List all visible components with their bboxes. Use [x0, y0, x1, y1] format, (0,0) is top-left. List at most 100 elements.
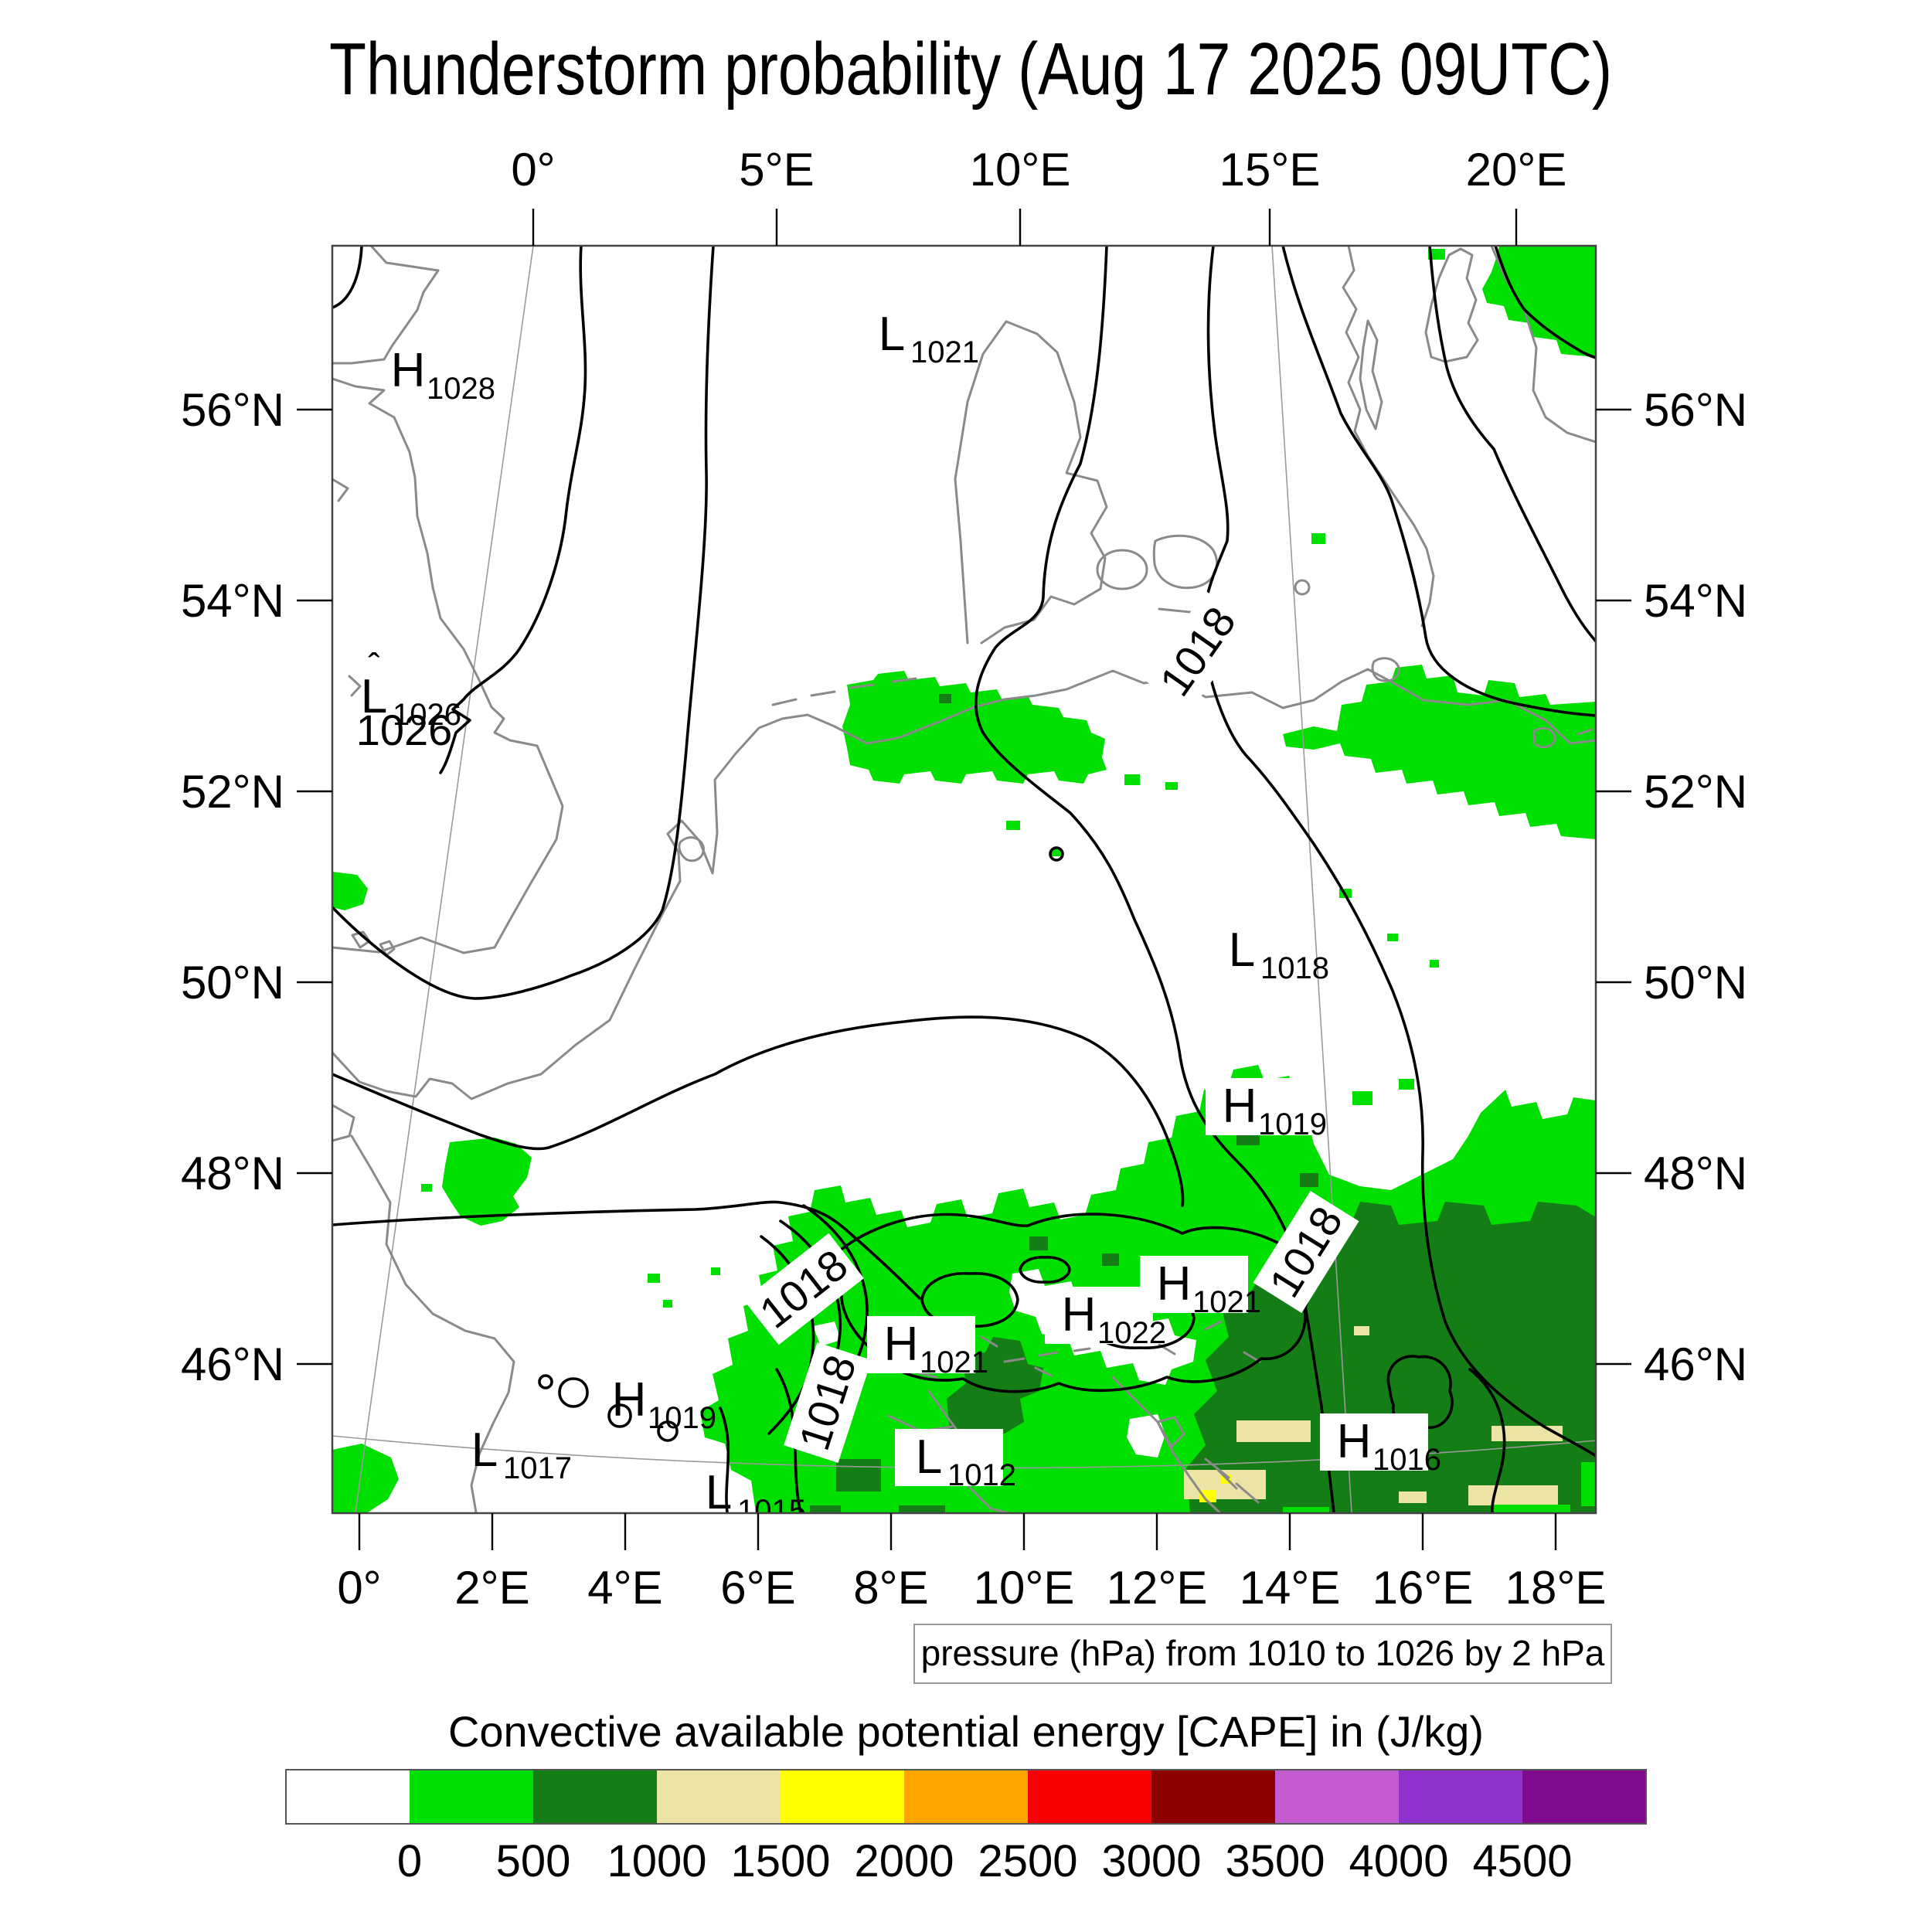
top-tick-label: 0° [511, 144, 555, 196]
colorbar-cell [1522, 1770, 1646, 1824]
colorbar-frame [285, 1769, 1647, 1825]
top-tick-label: 5°E [739, 144, 814, 196]
pressure-center-H1019: H 1019 [612, 1373, 716, 1435]
top-tick-label: 20°E [1466, 144, 1567, 196]
colorbar-cell [1275, 1770, 1399, 1824]
figure-title: Thunderstorm probability (Aug 17 2025 09… [329, 28, 1612, 111]
bottom-tick-label: 14°E [1240, 1562, 1341, 1614]
coastlines [332, 246, 1596, 1513]
pressure-value: 1021 [910, 335, 979, 369]
pressure-letter: L [706, 1466, 732, 1519]
isobar-label-1026: 1026 [356, 706, 453, 754]
bottom-tick-label: 2°E [454, 1562, 529, 1614]
right-tick-label: 56°N [1644, 384, 1747, 436]
bottom-tick-label: 12°E [1107, 1562, 1208, 1614]
pressure-value: 1017 [503, 1451, 572, 1485]
pressure-center-H1028: H 1028 [391, 344, 495, 406]
label-box [1140, 1256, 1248, 1313]
left-tick-label: 56°N [181, 384, 284, 436]
pressure-center-H1019: H 1019 [1206, 1078, 1327, 1141]
pressure-value: 1019 [1258, 1107, 1327, 1141]
bottom-tick-label: 18°E [1505, 1562, 1607, 1614]
pressure-value: 1021 [1192, 1285, 1261, 1319]
label-box [1143, 590, 1253, 713]
pressure-value: 1016 [1372, 1443, 1441, 1477]
label-box [1320, 1413, 1428, 1471]
label-box [784, 1342, 872, 1464]
axis-ticks: 0° 5°E 10°E 15°E 20°E 0° 2°E 4°E 6°E 8°E 10°E 12°E 1… [181, 144, 1747, 1614]
pressure-center-L1015: L 1015 [706, 1466, 806, 1528]
pressure-center-H1021: H 1021 [1140, 1256, 1261, 1319]
right-tick-label: 48°N [1644, 1148, 1747, 1199]
pressure-letter: H [1337, 1415, 1372, 1468]
colorbar-cell [1399, 1770, 1522, 1824]
pressure-center-H1016: H 1016 [1320, 1413, 1441, 1477]
pressure-value: 1019 [648, 1401, 716, 1435]
pressure-center-L1017: L 1017 [471, 1423, 572, 1485]
bottom-tick-label: 8°E [853, 1562, 928, 1614]
pressure-letter: H [1157, 1257, 1192, 1311]
colorbar-tick-label: 1000 [607, 1836, 706, 1886]
pressure-caption: pressure (hPa) from 1010 to 1026 by 2 hP… [913, 1624, 1612, 1684]
colorbar-cell [657, 1770, 781, 1824]
colorbar-tick-label: 1500 [730, 1836, 830, 1886]
pressure-letter: L [361, 670, 387, 723]
pressure-letter: H [612, 1373, 647, 1427]
pressure-letter: H [1062, 1288, 1097, 1342]
colorbar-cell [1028, 1770, 1151, 1824]
top-tick-label: 15°E [1219, 144, 1321, 196]
cape-colorbar: 0 500 1000 1500 2000 2500 3000 3500 4000 4500 [285, 1769, 1647, 1886]
colorbar-tick-label: 2500 [978, 1836, 1077, 1886]
colorbar-cell [781, 1770, 904, 1824]
label-box [1253, 1191, 1359, 1313]
label-box [1206, 1078, 1314, 1135]
pressure-letter: L [916, 1430, 942, 1484]
label-box [867, 1316, 975, 1373]
pressure-center-L1021: L 1021 [879, 308, 979, 369]
label-box [743, 1233, 864, 1345]
bottom-tick-label: 0° [337, 1562, 381, 1614]
colorbar-tick-label: 3000 [1101, 1836, 1201, 1886]
right-tick-label: 50°N [1644, 957, 1747, 1009]
colorbar-cell [410, 1770, 533, 1824]
bottom-tick-label: 6°E [720, 1562, 795, 1614]
pressure-center-H1021: H 1021 [867, 1316, 988, 1379]
colorbar-title: Convective available potential energy [C… [448, 1707, 1484, 1756]
left-tick-label: 52°N [181, 766, 284, 818]
pressure-value: 1028 [427, 372, 495, 406]
cape-shading-overlay [1283, 1462, 1596, 1512]
bottom-tick-label: 16°E [1372, 1562, 1474, 1614]
meridian-15E [1271, 246, 1352, 1513]
map-frame [331, 244, 1597, 1515]
right-tick-label: 46°N [1644, 1338, 1747, 1390]
pressure-letter: L [1229, 923, 1255, 977]
left-tick-label: 54°N [181, 575, 284, 627]
pressure-value: 1015 [737, 1494, 806, 1528]
colorbar-tick-label: 4000 [1349, 1836, 1448, 1886]
pressure-value: 1018 [1260, 951, 1329, 985]
left-tick-label: 50°N [181, 957, 284, 1009]
pressure-letter: H [1223, 1080, 1257, 1133]
pressure-caption-text: pressure (hPa) from 1010 to 1026 by 2 hP… [921, 1633, 1605, 1673]
label-box [895, 1429, 1003, 1486]
isobar-value: 1026 [356, 706, 453, 754]
pressure-letter: L [471, 1423, 498, 1477]
colorbar-tick-label: 4500 [1472, 1836, 1572, 1886]
colorbar-tick-label: 2000 [854, 1836, 954, 1886]
bottom-tick-label: 10°E [974, 1562, 1075, 1614]
pressure-letter: L [879, 308, 905, 361]
left-tick-label: 48°N [181, 1148, 284, 1199]
bottom-tick-label: 4°E [587, 1562, 662, 1614]
colorbar-cell [904, 1770, 1028, 1824]
colorbar-tick-label: 0 [397, 1836, 422, 1886]
right-tick-label: 52°N [1644, 766, 1747, 818]
left-tick-label: 46°N [181, 1338, 284, 1390]
pressure-caption-box [913, 1624, 1612, 1684]
pressure-value: 1022 [1097, 1316, 1166, 1350]
pressure-center-L1012: L 1012 [895, 1429, 1016, 1492]
colorbar-tick-label: 500 [496, 1836, 571, 1886]
pressure-value: 1026 [393, 698, 461, 732]
pressure-value: 1012 [947, 1458, 1016, 1492]
